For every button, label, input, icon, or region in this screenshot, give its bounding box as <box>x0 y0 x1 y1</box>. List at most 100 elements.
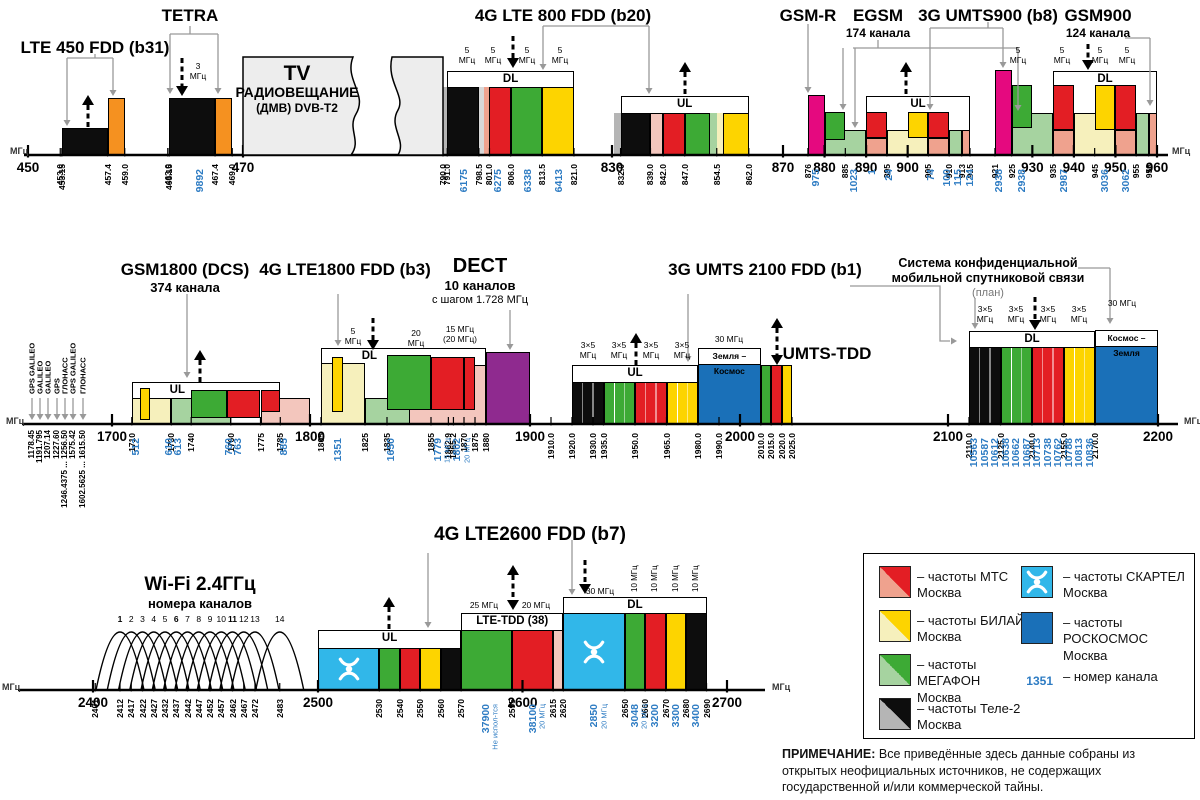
wifi-channel-number: 9 <box>207 614 213 624</box>
axis-tick-label: 1920.0 <box>566 433 577 459</box>
connector-arrow-head <box>53 414 61 420</box>
axis-tick-label: 2483 <box>274 699 285 718</box>
satellite-block-header: Земля – Космос <box>699 349 760 376</box>
channel-number: 6413 <box>552 169 565 193</box>
channel-number: 1 <box>866 169 879 175</box>
wifi-channel-arc <box>185 631 235 691</box>
axis-tick-label: 1965.0 <box>661 433 672 459</box>
gnss-system-label: GPS GALILEO <box>68 342 78 394</box>
axis-tick-label: 2615 <box>547 699 558 718</box>
freq-band-red <box>1115 85 1137 130</box>
axis-tick-label: 450 <box>16 160 40 175</box>
freq-band-red <box>771 365 782 424</box>
yota-operator-logo-icon <box>1026 570 1048 594</box>
freq-band-salmon <box>961 130 970 155</box>
gnss-system-label: ГЛОНАСС <box>78 357 88 394</box>
connector-arrow-head <box>506 344 514 350</box>
freq-band-green <box>684 113 711 155</box>
dashed-arrow-head <box>507 565 519 575</box>
wifi-channel-number: 7 <box>185 614 190 624</box>
wifi-channel-arc <box>162 631 213 691</box>
freq-band-yellow <box>907 112 929 138</box>
freq-band-lightgreen <box>710 113 717 155</box>
axis-tick-label: 832.0 <box>615 164 626 186</box>
freq-band-paleyellow <box>321 363 365 424</box>
wifi-channel-number: 14 <box>275 614 285 624</box>
bandwidth-label: 5 МГц <box>458 45 476 65</box>
satellite-block: Космос – Земля <box>1095 330 1158 424</box>
bandwidth-label: 5 МГц <box>1091 45 1109 65</box>
channel-number: 115 <box>951 169 964 186</box>
note: ПРИМЕЧАНИЕ: Все приведённые здесь данные… <box>782 746 1182 796</box>
band-group-label: LTE-TDD (38) <box>476 614 549 627</box>
freq-band-yellow <box>665 613 687 690</box>
wifi-channel-arc <box>117 631 168 691</box>
legend-item-label: – частоты Теле-2 Москва <box>917 701 1021 733</box>
wifi-channel-arc <box>196 631 246 691</box>
freq-band-yellow <box>542 87 574 155</box>
freq-band-cyan <box>318 648 380 690</box>
freq-band-yellow <box>332 357 343 412</box>
section-title: 124 канала <box>1065 26 1131 40</box>
axis-tick-label: 839.0 <box>645 164 656 186</box>
channel-number: 2850 <box>587 704 600 728</box>
bandwidth-label: 3×5 МГц <box>579 340 597 360</box>
section-title: мобильной спутниковой связи <box>891 271 1085 285</box>
axis-tick-label: 2550 <box>415 699 425 718</box>
axis-unit-label: МГц <box>772 682 791 692</box>
axis-unit-label: МГц <box>1184 416 1200 426</box>
section-title: 4G LTE 800 FDD (b20) <box>474 6 652 25</box>
channel-number: 3300 <box>669 704 682 728</box>
axis-tick-label: 1930.0 <box>587 433 598 459</box>
yota-operator-logo-icon <box>583 640 605 663</box>
axis-tick-label: 798.5 <box>473 164 484 186</box>
axis-tick-label: 2200 <box>1142 429 1174 444</box>
channel-number: 1351 <box>331 438 344 462</box>
dashed-arrow-head <box>900 62 912 72</box>
freq-band-red <box>663 113 685 155</box>
freq-band-magenta <box>807 95 825 155</box>
channel-number: 24 <box>882 169 895 181</box>
axis-tick-label: 870 <box>771 160 795 175</box>
yota-operator-logo-icon <box>338 657 359 681</box>
bandwidth-label: 3×5 МГц <box>1039 304 1057 324</box>
freq-band-salmon <box>484 87 490 155</box>
axis-tick-label: 1825 <box>359 433 370 452</box>
connector-arrow-head <box>166 88 174 94</box>
bandwidth-label: 3×5 МГц <box>1070 304 1088 324</box>
wifi-channel-arc <box>207 631 258 691</box>
section-title: EGSM <box>852 6 904 25</box>
bandwidth-label: 5 МГц <box>1118 45 1136 65</box>
axis-tick-label: 880 <box>813 160 836 175</box>
axis-tick-label: 463.15 <box>164 164 175 190</box>
band-group-label: DL <box>502 72 519 85</box>
freq-band-red <box>1053 85 1074 130</box>
band-group-label: DL <box>1097 72 1113 85</box>
gnss-frequency-value: 1575.42 <box>68 430 77 459</box>
freq-band-green <box>191 390 227 418</box>
section-title: LTE 450 FDD (b31) <box>20 38 170 57</box>
band-group-label: DL <box>361 349 378 362</box>
connector-arrow-head <box>79 414 87 420</box>
band-group-label: UL <box>627 366 643 379</box>
axis-unit-label: МГц <box>2 682 21 692</box>
section-title: GSM900 <box>1064 6 1132 25</box>
channel-number: 1802 <box>451 438 464 462</box>
dashed-arrow-head <box>82 95 94 105</box>
gnss-frequency-value: 1207.14 <box>43 430 52 459</box>
axis-tick-label: 791.0 <box>441 164 452 186</box>
freq-band-red <box>226 390 261 418</box>
freq-band-red <box>489 87 511 155</box>
axis-tick-label: 1935.0 <box>598 433 609 459</box>
legend-item-label: – частоты МЕГАФОН Москва <box>917 657 981 705</box>
tv-broadcast-block <box>390 56 444 156</box>
axis-tick-label: 960 <box>1145 160 1169 175</box>
freq-band-salmon <box>1053 130 1074 155</box>
band-group-label: UL <box>169 383 185 396</box>
freq-band-green <box>1011 85 1033 128</box>
band-group-label: UL <box>910 97 926 110</box>
axis-tick-label: 2620 <box>558 699 569 718</box>
axis-tick-label: 842.0 <box>658 164 669 186</box>
axis-tick-label: 2560 <box>435 699 446 718</box>
satellite-block: Земля – Космос <box>698 348 761 424</box>
